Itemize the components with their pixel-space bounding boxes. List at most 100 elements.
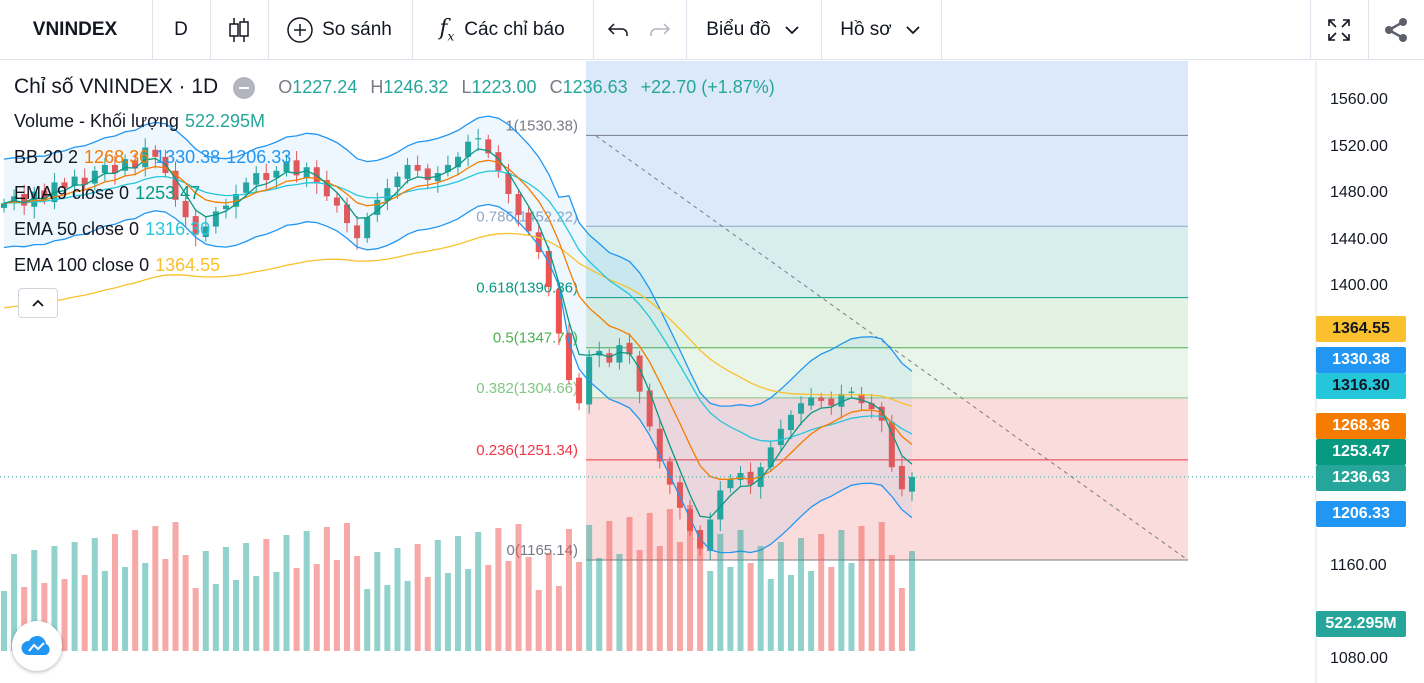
fullscreen-button[interactable] (1311, 0, 1367, 60)
legend-ema50[interactable]: EMA 50 close 0 1316.30 (14, 219, 210, 240)
candle-body (384, 188, 391, 201)
close-label: C (549, 77, 563, 97)
candle-body (253, 173, 260, 185)
compare-button[interactable]: So sánh (270, 0, 408, 60)
candle-body (798, 403, 805, 414)
legend-bb[interactable]: BB 20 2 1268.36 1330.38 1206.33 (14, 147, 291, 168)
divider (152, 0, 153, 60)
fib-level-label: 0(1165.14) (507, 542, 578, 559)
volume-bar (687, 505, 694, 651)
candle-body (333, 197, 340, 206)
candle-body (878, 406, 885, 421)
redo-button[interactable] (638, 0, 682, 60)
candle-body (11, 196, 18, 204)
last-price-badge: 1236.63 (1316, 465, 1406, 491)
volume-bar (323, 527, 330, 651)
legend-menu-icon[interactable] (233, 77, 256, 100)
candle-body (152, 149, 159, 157)
volume-bar (303, 531, 310, 651)
ema9-label: EMA 9 close 0 (14, 183, 130, 203)
candle-body (767, 447, 774, 468)
volume-bar (384, 585, 391, 651)
candle-body (182, 200, 189, 218)
ema50-value: 1316.30 (145, 219, 211, 239)
candle-body (293, 160, 300, 176)
volume-bar (505, 561, 512, 651)
volume-bar (313, 564, 320, 651)
divider (412, 0, 413, 60)
candle-body (273, 170, 280, 178)
price-tick: 1160.00 (1330, 557, 1387, 574)
divider (1310, 0, 1311, 60)
volume-bar (555, 586, 562, 651)
candle-body (818, 397, 825, 401)
legend-ema9[interactable]: EMA 9 close 0 1253.47 (14, 183, 200, 204)
share-button[interactable] (1369, 0, 1424, 60)
candle-body (243, 182, 250, 193)
volume-bar (465, 569, 472, 651)
volume-bar (222, 547, 229, 651)
bb-basis-value: 1268.36 (84, 147, 150, 167)
volume-bar (777, 542, 784, 651)
candle-body (394, 176, 401, 188)
undo-button[interactable] (596, 0, 640, 60)
symbol-search-button[interactable]: VNINDEX (0, 0, 150, 60)
candle-body (676, 482, 683, 508)
volume-bar (434, 540, 441, 651)
volume-bar (626, 517, 633, 651)
volume-bar (172, 522, 179, 651)
candle-body (787, 414, 794, 430)
volume-bar (868, 559, 875, 651)
volume-bar (404, 581, 411, 651)
tradingview-logo[interactable] (12, 621, 62, 671)
fx-icon: fx (439, 16, 455, 44)
profile-dropdown[interactable]: Hồ sơ (822, 0, 940, 60)
bb-label: BB 20 2 (14, 147, 79, 167)
legend-title: Chỉ số VNINDEX · 1D (14, 75, 219, 98)
legend-volume[interactable]: Volume - Khối lượng 522.295M (14, 111, 265, 132)
ema100-label: EMA 100 close 0 (14, 255, 150, 275)
high-value: 1246.32 (383, 77, 449, 97)
volume-bar (586, 525, 593, 651)
volume-bar (142, 563, 149, 651)
volume-bar (818, 534, 825, 651)
price-chart[interactable]: 1(1530.38)0.786(1452.22)0.618(1390.86)0.… (0, 61, 1424, 683)
top-toolbar: VNINDEX D So sánh fx Các chỉ báo (0, 0, 1424, 60)
volume-bar (858, 526, 865, 651)
indicators-button[interactable]: fx Các chỉ báo (413, 0, 591, 60)
candle-body (858, 393, 865, 404)
interval-button[interactable]: D (153, 0, 209, 60)
indicators-label: Các chỉ báo (464, 19, 565, 40)
ema100-value: 1364.55 (155, 255, 221, 275)
chart-type-dropdown[interactable]: Biểu đồ (687, 0, 820, 60)
volume-bar (737, 530, 744, 651)
profile-label: Hồ sơ (840, 19, 892, 40)
legend-ema100[interactable]: EMA 100 close 0 1364.55 (14, 255, 220, 276)
fib-level-label: 0.618(1390.86) (476, 280, 578, 297)
candle-body (515, 194, 522, 215)
volume-badge: 522.295M (1316, 611, 1406, 637)
volume-bar (192, 588, 199, 651)
volume-bar (101, 571, 108, 651)
bb-upper-value: 1330.38 (155, 147, 221, 167)
chevron-up-icon (32, 299, 44, 307)
candle-body (404, 164, 411, 179)
interval-label: D (174, 19, 188, 40)
candle-body (545, 250, 552, 287)
chart-pane[interactable]: 1(1530.38)0.786(1452.22)0.618(1390.86)0.… (0, 61, 1424, 683)
volume-bar (41, 583, 48, 651)
symbol-label: VNINDEX (32, 19, 118, 40)
volume-bar (767, 579, 774, 651)
fullscreen-icon (1328, 19, 1350, 41)
candle-body (424, 168, 431, 181)
bb-upper-price-badge: 1330.38 (1316, 347, 1406, 373)
candle-body (848, 391, 855, 393)
price-tick: 1080.00 (1330, 650, 1388, 667)
fib-zone (586, 226, 1188, 298)
volume-bar (132, 530, 139, 651)
volume-bar (828, 567, 835, 651)
chart-style-button[interactable] (211, 0, 267, 60)
candle-body (91, 170, 98, 184)
collapse-legend-button[interactable] (18, 288, 58, 318)
volume-bar (91, 538, 98, 651)
